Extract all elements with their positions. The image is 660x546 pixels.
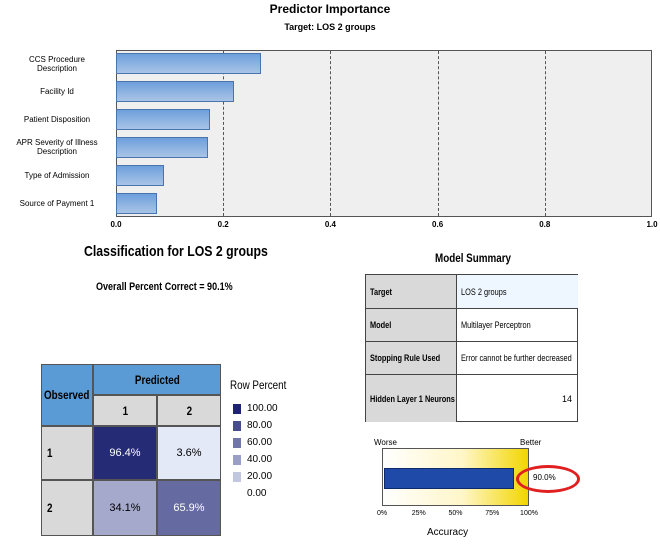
- summary-key: Stopping Rule Used: [366, 342, 457, 374]
- legend-swatch: [233, 420, 241, 431]
- importance-bar: [116, 164, 165, 186]
- model-summary-title: Model Summary: [435, 251, 512, 265]
- importance-gridline: [223, 51, 225, 216]
- importance-gridline: [544, 51, 546, 216]
- summary-key: Target: [366, 275, 457, 308]
- summary-row-stopping-rule: Stopping Rule Used Error cannot be furth…: [366, 341, 578, 374]
- legend-swatch: [233, 454, 241, 465]
- summary-value: Error cannot be further decreased: [461, 353, 572, 363]
- importance-x-tick: 0.0: [110, 220, 122, 229]
- importance-bar: [116, 192, 158, 214]
- accuracy-x-tick: 0%: [376, 510, 388, 517]
- accuracy-highlight-ring: [516, 465, 580, 493]
- summary-row-hidden-neurons: Hidden Layer 1 Neurons 14: [366, 374, 578, 422]
- cell-1-2: 3.6%: [157, 426, 221, 480]
- predicted-col-2: 2: [157, 395, 221, 426]
- classification-subtitle: Overall Percent Correct = 90.1%: [96, 281, 233, 293]
- predicted-col-1-label: 1: [122, 403, 128, 418]
- legend-swatch: [233, 471, 241, 482]
- importance-x-tick: 0.6: [432, 220, 444, 229]
- importance-bar: [116, 81, 234, 103]
- importance-gridline: [437, 51, 439, 216]
- cell-1-2-value: 3.6%: [176, 447, 202, 459]
- importance-x-tick: 0.4: [324, 220, 336, 229]
- cell-1-1: 96.4%: [93, 426, 157, 480]
- row-percent-legend-item: 100.00: [233, 402, 278, 415]
- importance-category-label: Patient Disposition: [23, 115, 91, 125]
- confusion-matrix: Observed Predicted 1 2 1 2 96.4% 3.6% 34…: [41, 364, 221, 536]
- observed-row-1: 1: [41, 426, 93, 480]
- accuracy-worse-label: Worse: [374, 438, 397, 447]
- importance-bar: [116, 53, 261, 75]
- accuracy-x-tick: 100%: [520, 510, 538, 517]
- predicted-col-1: 1: [93, 395, 157, 426]
- predicted-col-2-label: 2: [186, 403, 192, 418]
- importance-category-label: CCS Procedure Description: [28, 54, 86, 73]
- predicted-header: Predicted: [93, 364, 221, 395]
- observed-header-label: Observed: [44, 388, 90, 402]
- observed-header: Observed: [41, 364, 93, 426]
- importance-category-label: Facility Id: [40, 87, 74, 97]
- importance-x-tick: 1.0: [646, 220, 658, 229]
- summary-value: LOS 2 groups: [457, 275, 578, 308]
- summary-key: Hidden Layer 1 Neurons: [366, 375, 457, 422]
- importance-x-tick: 0.2: [217, 220, 229, 229]
- classification-title: Classification for LOS 2 groups: [84, 243, 268, 260]
- summary-key: Model: [366, 309, 457, 341]
- accuracy-bar: [384, 468, 515, 489]
- cell-2-1-value: 34.1%: [109, 502, 141, 514]
- predicted-header-label: Predicted: [134, 372, 180, 387]
- row-percent-legend-item: 20.00: [233, 470, 272, 483]
- importance-bar: [116, 136, 209, 158]
- importance-bar: [116, 109, 210, 131]
- cell-1-1-value: 96.4%: [109, 447, 141, 459]
- legend-label: 80.00: [247, 420, 273, 431]
- summary-value: Multilayer Perceptron: [461, 320, 531, 330]
- legend-swatch: [233, 437, 241, 448]
- summary-row-model: Model Multilayer Perceptron: [366, 308, 578, 341]
- accuracy-x-tick: 25%: [411, 510, 426, 517]
- row-percent-legend-item: 60.00: [233, 436, 272, 449]
- observed-row-1-label: 1: [47, 446, 53, 460]
- importance-subtitle: Target: LOS 2 groups: [284, 22, 376, 32]
- legend-label: 20.00: [247, 471, 273, 482]
- legend-label: 100.00: [247, 403, 278, 414]
- accuracy-value: 90.0%: [533, 473, 556, 482]
- legend-label: 0.00: [247, 488, 267, 499]
- importance-title: Predictor Importance: [269, 2, 391, 16]
- summary-value: 14: [561, 393, 572, 404]
- accuracy-better-label: Better: [520, 438, 542, 447]
- cell-2-2: 65.9%: [157, 480, 221, 536]
- importance-gridline: [330, 51, 332, 216]
- row-percent-legend-title: Row Percent: [230, 378, 287, 392]
- cell-2-1: 34.1%: [93, 480, 157, 536]
- importance-category-label: APR Severity of Illness Description: [16, 138, 98, 157]
- row-percent-legend-item: 40.00: [233, 453, 272, 466]
- importance-category-label: Source of Payment 1: [19, 198, 95, 208]
- cell-2-2-value: 65.9%: [173, 502, 205, 514]
- legend-swatch: [233, 403, 241, 414]
- accuracy-x-tick: 75%: [485, 510, 500, 517]
- legend-swatch: [233, 489, 241, 499]
- legend-label: 60.00: [247, 437, 273, 448]
- row-percent-legend-item: 80.00: [233, 419, 272, 432]
- summary-row-target: Target LOS 2 groups: [366, 275, 578, 308]
- importance-plot-area: [116, 50, 652, 217]
- accuracy-x-tick: 50%: [448, 510, 463, 517]
- model-summary-table: Target LOS 2 groups Model Multilayer Per…: [365, 274, 578, 422]
- importance-x-tick: 0.8: [539, 220, 551, 229]
- row-percent-legend: 100.00 80.00 60.00 40.00 20.00 0.00: [233, 402, 293, 512]
- legend-label: 40.00: [247, 454, 273, 465]
- importance-category-label: Type of Admission: [24, 170, 90, 180]
- row-percent-legend-item: 0.00: [233, 487, 266, 500]
- accuracy-axis-title: Accuracy: [427, 527, 469, 538]
- observed-row-2: 2: [41, 480, 93, 536]
- observed-row-2-label: 2: [47, 501, 53, 515]
